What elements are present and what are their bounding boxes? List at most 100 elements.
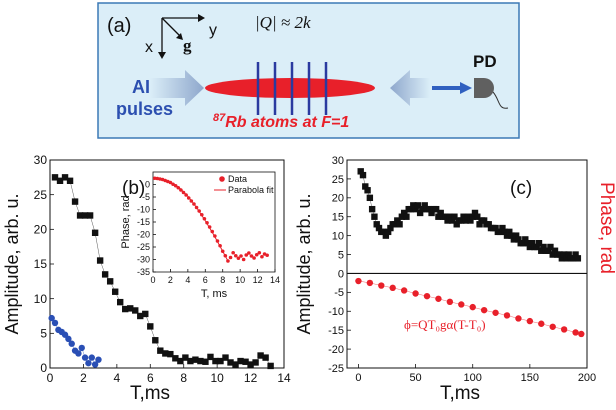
data-point (267, 362, 274, 370)
data-point (400, 287, 408, 294)
axis-g-label: g (183, 36, 192, 55)
right-arrow-icon (390, 70, 430, 106)
data-point (91, 229, 99, 236)
y-tick-label: -25 (137, 242, 150, 252)
data-point (81, 212, 89, 219)
data-point (236, 256, 241, 261)
data-point (101, 271, 109, 278)
data-point (76, 212, 84, 219)
data-point (366, 279, 374, 287)
data-point (453, 221, 460, 228)
data-point (384, 228, 392, 236)
data-point (51, 319, 59, 327)
x-tick-label: 6 (147, 371, 154, 385)
data-point (61, 174, 69, 181)
data-point (91, 361, 99, 368)
y-tick-label: 5 (40, 327, 47, 341)
x-tick-label: 8 (220, 275, 225, 285)
data-point (239, 254, 243, 258)
data-point (75, 350, 82, 357)
data-point (528, 240, 536, 247)
data-point (474, 213, 481, 220)
data-point (122, 305, 129, 313)
standing-wave-lines (256, 62, 328, 115)
data-point (432, 205, 440, 213)
data-point (560, 326, 568, 333)
x-tick-label: 14 (277, 371, 291, 385)
data-point (519, 240, 527, 247)
data-point (147, 323, 154, 330)
data-point (111, 288, 119, 295)
data-point (480, 306, 488, 314)
data-point (260, 254, 264, 259)
data-point (368, 205, 376, 213)
data-point (421, 202, 428, 209)
y-tick-label: -5 (334, 287, 344, 299)
data-point (257, 352, 264, 359)
data-point (228, 255, 233, 260)
data-point (437, 209, 444, 217)
data-point (469, 213, 476, 220)
data-point (249, 254, 254, 258)
data-point (48, 314, 55, 322)
x-tick-label: 10 (235, 275, 245, 285)
data-point (157, 347, 164, 354)
atom-cloud (205, 78, 375, 98)
panel-b-xlabel: T,ms (130, 383, 170, 404)
y-tick-label: 15 (34, 257, 48, 271)
data-point (364, 187, 371, 194)
data-point (137, 312, 144, 320)
data-point (572, 251, 579, 258)
x-tick-label: 12 (253, 275, 263, 285)
data-point (66, 177, 74, 184)
y-tick-label: -15 (328, 325, 344, 337)
detector-label: PD (473, 52, 497, 71)
data-point (556, 251, 563, 258)
y-tick-label: 10 (34, 292, 48, 306)
data-point (442, 213, 449, 220)
data-point (265, 253, 269, 258)
data-point (162, 350, 169, 357)
data-point (242, 358, 249, 365)
data-point (512, 232, 520, 239)
data-point (81, 354, 89, 361)
data-point (366, 194, 374, 202)
data-point (233, 253, 238, 258)
data-point (192, 356, 199, 363)
panel-b-series (48, 174, 274, 370)
data-point (412, 290, 419, 297)
y-tick-label: 0 (145, 180, 150, 190)
data-point (469, 303, 476, 311)
data-point (446, 213, 454, 220)
data-point (355, 277, 362, 285)
data-point (485, 221, 492, 228)
data-point (416, 209, 424, 217)
data-point (88, 354, 95, 361)
data-point (458, 301, 465, 308)
y-tick-label: -10 (137, 205, 150, 215)
inset-ticks: 0 2 4 6 8 10 12 14 0 -5 -10 -15 -20 -25 -30 -35 (137, 180, 280, 285)
data-point (547, 243, 554, 251)
data-point (380, 228, 387, 236)
data-point (492, 309, 499, 316)
data-point (544, 247, 552, 254)
x-tick-label: 14 (270, 275, 280, 285)
panel-c-ylabel-right: Phase, rad (596, 182, 616, 274)
data-point (197, 357, 204, 365)
axis-y-arrowhead (198, 14, 205, 22)
data-point (86, 212, 94, 219)
data-point (526, 317, 534, 325)
left-arrow-icon (150, 70, 204, 106)
fit-line (152, 177, 229, 262)
data-point (467, 217, 474, 224)
y-tick-label: 30 (34, 153, 48, 167)
y-tick-label: 25 (332, 174, 344, 186)
data-point (68, 340, 75, 347)
data-point (508, 232, 515, 239)
y-tick-label: 0 (40, 361, 47, 375)
y-tick-label: 20 (34, 223, 48, 237)
data-point (412, 205, 419, 213)
